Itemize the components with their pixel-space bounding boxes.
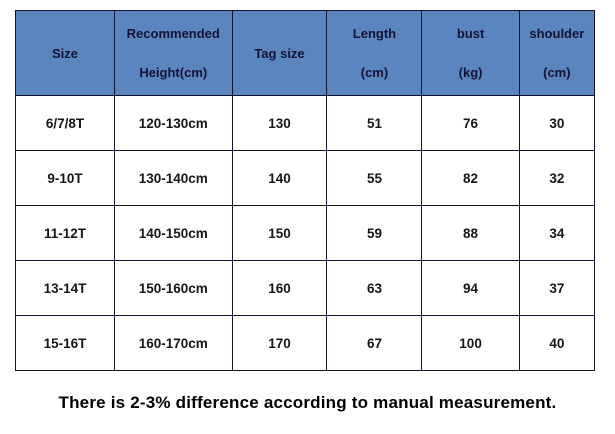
cell-recommended-height: 120-130cm bbox=[114, 95, 233, 151]
header-shoulder: shoulder (cm) bbox=[518, 10, 596, 96]
table-row: 11-12T 140-150cm 150 59 88 34 bbox=[15, 205, 596, 261]
header-line: (cm) bbox=[543, 65, 571, 80]
cell-shoulder: 30 bbox=[518, 95, 596, 151]
cell-size: 15-16T bbox=[15, 315, 115, 371]
cell-shoulder: 32 bbox=[518, 150, 596, 206]
header-line: Tag size bbox=[254, 45, 305, 61]
header-recommended-height: Recommended Height(cm) bbox=[114, 10, 233, 96]
cell-bust: 94 bbox=[421, 260, 520, 316]
cell-tag-size: 140 bbox=[231, 150, 328, 206]
cell-length: 67 bbox=[326, 315, 423, 371]
cell-recommended-height: 150-160cm bbox=[114, 260, 233, 316]
cell-recommended-height: 140-150cm bbox=[114, 205, 233, 261]
header-tag-size: Tag size bbox=[231, 10, 328, 96]
cell-recommended-height: 160-170cm bbox=[114, 315, 233, 371]
size-chart-table: Size Recommended Height(cm) Tag size bbox=[15, 10, 596, 371]
header-line: Recommended bbox=[126, 26, 220, 41]
cell-tag-size: 160 bbox=[231, 260, 328, 316]
header-line: Height(cm) bbox=[139, 65, 208, 80]
table-row: 6/7/8T 120-130cm 130 51 76 30 bbox=[15, 95, 596, 151]
cell-tag-size: 130 bbox=[231, 95, 328, 151]
header-bust-label: bust (kg) bbox=[422, 26, 518, 80]
cell-shoulder: 34 bbox=[518, 205, 596, 261]
cell-length: 51 bbox=[326, 95, 423, 151]
cell-length: 63 bbox=[326, 260, 423, 316]
header-bust: bust (kg) bbox=[421, 10, 520, 96]
measurement-note: There is 2-3% difference according to ma… bbox=[58, 393, 557, 412]
cell-size: 6/7/8T bbox=[15, 95, 115, 151]
cell-bust: 76 bbox=[421, 95, 520, 151]
cell-size: 9-10T bbox=[15, 150, 115, 206]
table-row: 9-10T 130-140cm 140 55 82 32 bbox=[15, 150, 596, 206]
header-length-label: Length (cm) bbox=[327, 26, 421, 80]
header-recommended-height-label: Recommended Height(cm) bbox=[115, 26, 232, 80]
cell-shoulder: 40 bbox=[518, 315, 596, 371]
cell-size: 11-12T bbox=[15, 205, 115, 261]
cell-bust: 82 bbox=[421, 150, 520, 206]
header-size-label: Size bbox=[16, 46, 114, 61]
header-line: (cm) bbox=[360, 65, 389, 80]
cell-tag-size: 170 bbox=[231, 315, 328, 371]
header-line: shoulder bbox=[529, 26, 585, 41]
cell-size: 13-14T bbox=[15, 260, 115, 316]
header-shoulder-label: shoulder (cm) bbox=[520, 26, 594, 80]
header-line: (kg) bbox=[458, 65, 483, 80]
header-line: Length bbox=[352, 26, 397, 41]
cell-length: 59 bbox=[326, 205, 423, 261]
header-line: bust bbox=[456, 26, 485, 41]
table-row: 13-14T 150-160cm 160 63 94 37 bbox=[15, 260, 596, 316]
header-line: Size bbox=[51, 45, 78, 61]
cell-length: 55 bbox=[326, 150, 423, 206]
cell-bust: 100 bbox=[421, 315, 520, 371]
cell-tag-size: 150 bbox=[231, 205, 328, 261]
table-header-row: Size Recommended Height(cm) Tag size bbox=[15, 10, 596, 96]
table-row: 15-16T 160-170cm 170 67 100 40 bbox=[15, 315, 596, 371]
header-size: Size bbox=[15, 10, 115, 96]
header-length: Length (cm) bbox=[326, 10, 423, 96]
cell-bust: 88 bbox=[421, 205, 520, 261]
header-tag-size-label: Tag size bbox=[233, 46, 327, 61]
cell-shoulder: 37 bbox=[518, 260, 596, 316]
cell-recommended-height: 130-140cm bbox=[114, 150, 233, 206]
